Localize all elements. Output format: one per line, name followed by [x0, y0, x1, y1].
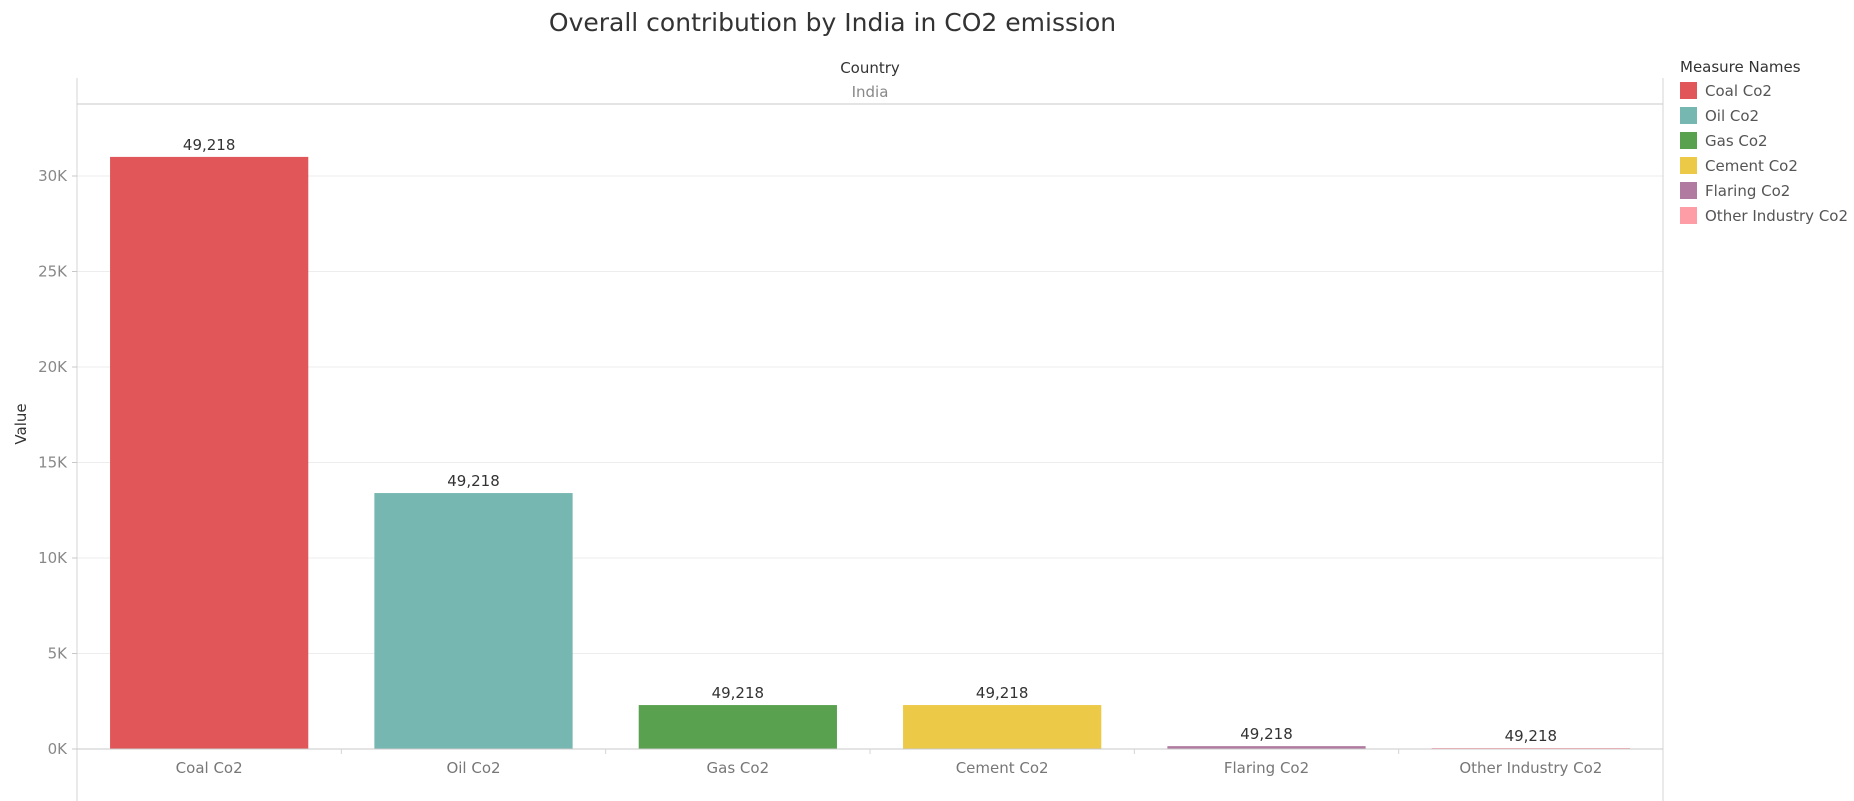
- legend-label: Cement Co2: [1705, 156, 1798, 175]
- legend-swatch: [1680, 182, 1697, 199]
- bar-gas-co2[interactable]: [638, 705, 837, 749]
- legend-item[interactable]: Cement Co2: [1680, 153, 1854, 178]
- bar-chart: Country India Value 0K5K10K15K20K25K30K …: [12, 59, 1664, 801]
- column-header-field: Country: [840, 59, 900, 77]
- legend-label: Gas Co2: [1705, 131, 1768, 150]
- bar-cement-co2[interactable]: [903, 705, 1102, 749]
- legend-swatch: [1680, 107, 1697, 124]
- legend-label: Coal Co2: [1705, 81, 1772, 100]
- y-tick-label: 5K: [48, 645, 69, 663]
- legend-label: Other Industry Co2: [1705, 206, 1849, 225]
- bar-data-label: 49,218: [712, 684, 765, 702]
- legend-swatch: [1680, 132, 1697, 149]
- bar-data-label: 49,218: [1505, 727, 1558, 745]
- bar-data-label: 49,218: [447, 472, 500, 490]
- y-tick-label: 0K: [48, 740, 69, 758]
- legend-title: Measure Names: [1680, 58, 1801, 76]
- x-tick-label: Other Industry Co2: [1459, 759, 1602, 777]
- legend-item[interactable]: Oil Co2: [1680, 103, 1854, 128]
- x-tick-label: Cement Co2: [956, 759, 1049, 777]
- legend-swatch: [1680, 157, 1697, 174]
- y-tick-label: 10K: [38, 549, 68, 567]
- legend-swatch: [1680, 82, 1697, 99]
- legend-label: Flaring Co2: [1705, 181, 1791, 200]
- y-tick-label: 25K: [38, 263, 68, 281]
- x-tick-label: Gas Co2: [707, 759, 770, 777]
- y-tick-label: 20K: [38, 358, 68, 376]
- y-tick-label: 15K: [38, 454, 68, 472]
- y-axis-label: Value: [12, 403, 30, 444]
- chart-title: Overall contribution by India in CO2 emi…: [548, 8, 1117, 37]
- x-tick-label: Coal Co2: [176, 759, 243, 777]
- legend: Measure Names Coal Co2 Oil Co2 Gas Co2 Ceme…: [1680, 58, 1854, 228]
- x-tick-label: Oil Co2: [446, 759, 500, 777]
- legend-items: Coal Co2 Oil Co2 Gas Co2 Cement Co2 Flaring …: [1680, 78, 1854, 228]
- legend-item[interactable]: Gas Co2: [1680, 128, 1854, 153]
- bar-data-label: 49,218: [183, 136, 236, 154]
- bar-data-label: 49,218: [1240, 725, 1293, 743]
- bar-coal-co2[interactable]: [110, 156, 309, 749]
- legend-item[interactable]: Flaring Co2: [1680, 178, 1854, 203]
- bar-data-label: 49,218: [976, 684, 1029, 702]
- legend-swatch: [1680, 207, 1697, 224]
- legend-label: Oil Co2: [1705, 106, 1760, 125]
- bar-oil-co2[interactable]: [374, 493, 573, 749]
- x-tick-label: Flaring Co2: [1224, 759, 1309, 777]
- y-tick-label: 30K: [38, 167, 68, 185]
- legend-item[interactable]: Coal Co2: [1680, 78, 1854, 103]
- column-header-value: India: [852, 83, 889, 101]
- legend-item[interactable]: Other Industry Co2: [1680, 203, 1854, 228]
- bar-flaring-co2[interactable]: [1167, 746, 1366, 749]
